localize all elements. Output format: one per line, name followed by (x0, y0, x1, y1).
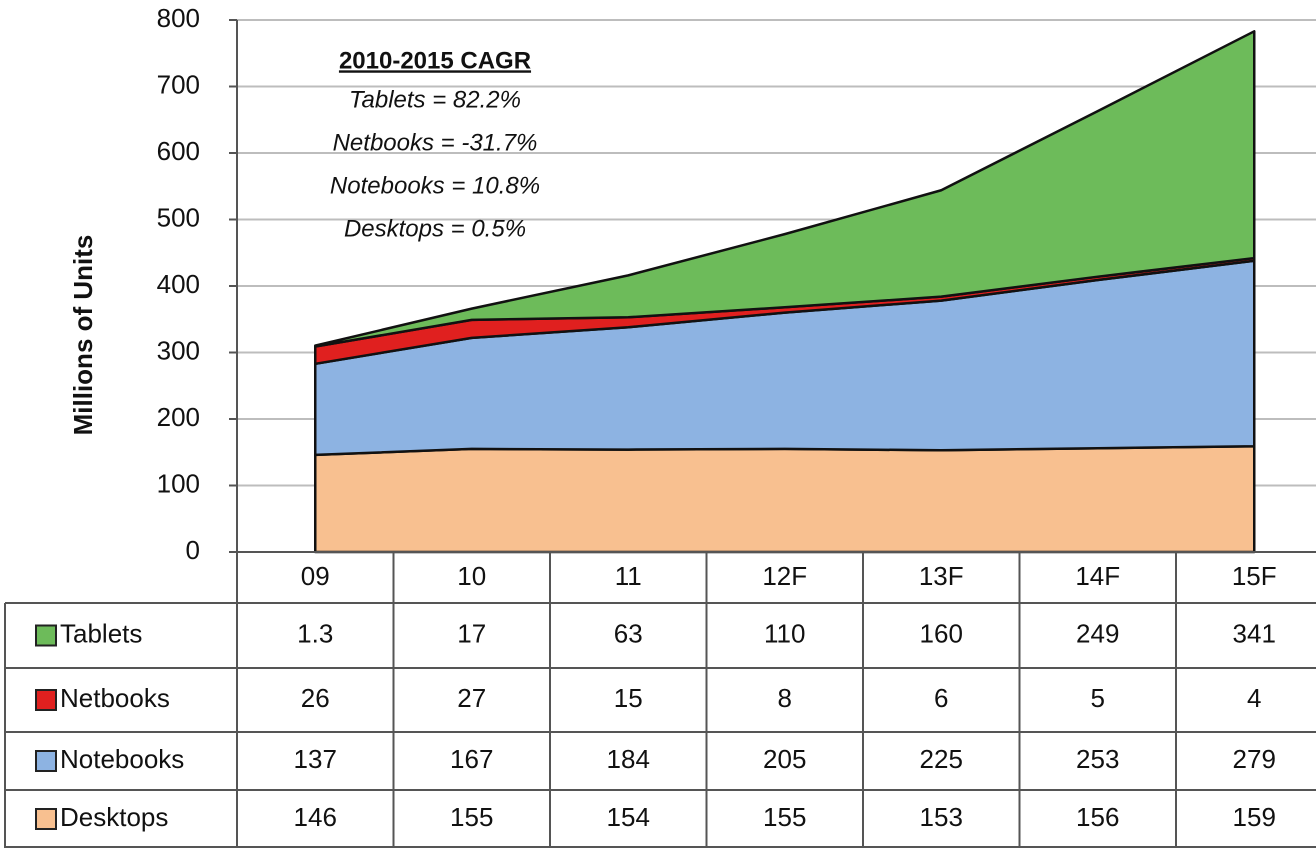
y-tick-label: 300 (157, 335, 200, 365)
table-value: 249 (1076, 618, 1119, 648)
table-value: 160 (920, 618, 963, 648)
legend-label: Netbooks (60, 683, 170, 713)
y-tick-label: 0 (186, 535, 200, 565)
legend-swatch (35, 750, 57, 772)
table-value: 4 (1247, 683, 1261, 713)
y-tick-label: 100 (157, 468, 200, 498)
table-value: 155 (450, 802, 493, 832)
table-value: 153 (920, 802, 963, 832)
table-value: 253 (1076, 744, 1119, 774)
table-value: 205 (763, 744, 806, 774)
x-tick-label: 13F (919, 561, 964, 591)
table-value: 156 (1076, 802, 1119, 832)
y-tick-label: 400 (157, 269, 200, 299)
annotation-title: 2010-2015 CAGR (339, 47, 531, 74)
x-tick-label: 10 (457, 561, 486, 591)
legend-swatch (35, 689, 57, 711)
table-value: 341 (1233, 618, 1276, 648)
table-value: 225 (920, 744, 963, 774)
annotation-line: Tablets = 82.2% (349, 86, 521, 113)
table-value: 154 (607, 802, 650, 832)
legend-label: Desktops (60, 802, 168, 832)
y-tick-label: 700 (157, 69, 200, 99)
y-tick-label: 500 (157, 202, 200, 232)
table-value: 155 (763, 802, 806, 832)
area (314, 30, 1256, 348)
x-tick-label: 12F (762, 561, 807, 591)
table-value: 6 (934, 683, 948, 713)
legend-label: Notebooks (60, 744, 184, 774)
table-value: 159 (1233, 802, 1276, 832)
table-value: 184 (607, 744, 650, 774)
y-axis-label: Millions of Units (68, 235, 98, 436)
legend-swatch (35, 808, 57, 830)
table-value: 8 (778, 683, 792, 713)
x-tick-label: 14F (1075, 561, 1120, 591)
annotation-line: Desktops = 0.5% (344, 215, 526, 242)
y-tick-label: 600 (157, 136, 200, 166)
legend-swatch (35, 624, 57, 647)
annotation-line: Netbooks = -31.7% (333, 129, 538, 156)
y-tick-label: 800 (157, 3, 200, 33)
annotation-line: Notebooks = 10.8% (330, 172, 540, 199)
table-value: 1.3 (297, 618, 333, 648)
table-value: 137 (294, 744, 337, 774)
legend-label: Tablets (60, 618, 142, 648)
table-value: 279 (1233, 744, 1276, 774)
table-value: 110 (764, 618, 805, 648)
table-value: 167 (450, 744, 493, 774)
table-value: 17 (457, 618, 486, 648)
x-tick-label: 11 (615, 561, 642, 591)
table-value: 27 (457, 683, 486, 713)
table-value: 63 (614, 618, 643, 648)
y-tick-label: 200 (157, 402, 200, 432)
table-value: 26 (301, 683, 330, 713)
table-value: 15 (614, 683, 643, 713)
area (314, 445, 1256, 554)
table-value: 5 (1091, 683, 1105, 713)
x-tick-label: 15F (1232, 561, 1277, 591)
table-value: 146 (294, 802, 337, 832)
x-tick-label: 09 (301, 561, 330, 591)
